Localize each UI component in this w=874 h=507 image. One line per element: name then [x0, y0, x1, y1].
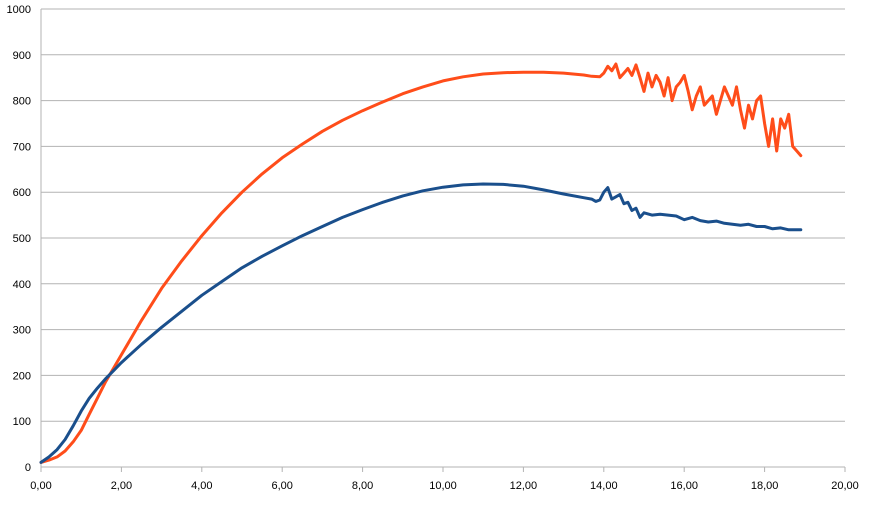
axes: [40, 9, 846, 472]
y-tick-label: 100: [13, 416, 31, 428]
y-tick-label: 200: [13, 370, 31, 382]
y-tick-labels: 0 100 200 300 400 500 600 700 800 900 1000: [7, 4, 31, 474]
y-tick-label: 800: [13, 96, 31, 108]
series-line-2: [39, 182, 803, 464]
x-tick-label: 16,00: [670, 480, 698, 492]
x-tick-label: 14,00: [590, 480, 618, 492]
series-line-1: [39, 62, 803, 464]
x-tick-label: 6,00: [271, 480, 292, 492]
x-tick-label: 20,00: [831, 480, 859, 492]
x-tick-label: 0,00: [30, 480, 51, 492]
series-lines: [39, 62, 803, 464]
y-tick-label: 0: [25, 462, 31, 474]
y-tick-label: 900: [13, 50, 31, 62]
x-tick-labels: 0,00 2,00 4,00 6,00 8,00 10,00 12,00 14,00 16,00…: [30, 480, 858, 492]
y-tick-label: 700: [13, 141, 31, 153]
x-tick-label: 12,00: [510, 480, 538, 492]
y-tick-label: 600: [13, 187, 31, 199]
x-tick-label: 2,00: [111, 480, 132, 492]
x-tick-label: 8,00: [352, 480, 373, 492]
y-tick-label: 1000: [7, 4, 31, 16]
y-tick-label: 300: [13, 325, 31, 337]
y-tick-label: 400: [13, 279, 31, 291]
y-tick-label: 500: [13, 233, 31, 245]
x-tick-label: 10,00: [429, 480, 457, 492]
gridlines: [41, 8, 845, 422]
x-tick-label: 4,00: [191, 480, 212, 492]
x-tick-label: 18,00: [751, 480, 779, 492]
